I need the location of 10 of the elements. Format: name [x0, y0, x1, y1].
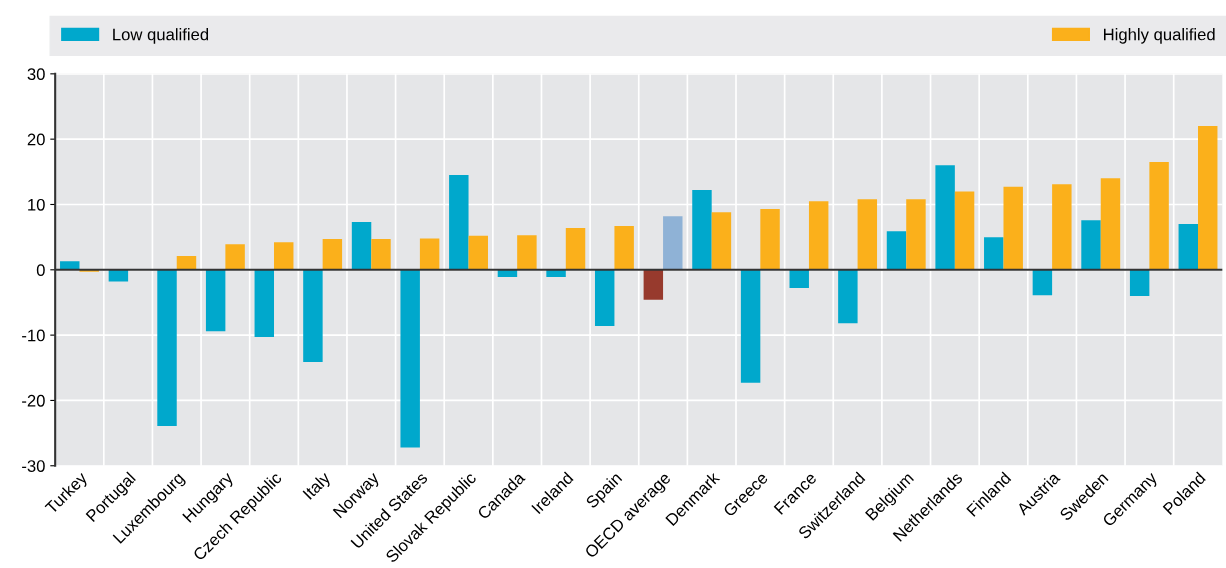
y-tick-label: -10: [22, 329, 45, 342]
y-tick-label: -20: [22, 394, 45, 407]
x-tick-label: Italy: [302, 470, 334, 503]
y-tick-label: -30: [22, 460, 45, 472]
y-tick-label: 10: [28, 198, 45, 211]
y-tick-label: 0: [36, 264, 45, 276]
legend-label: Low qualified: [113, 28, 209, 44]
y-tick-label: 30: [27, 68, 45, 81]
legend-label: Highly qualified: [1104, 28, 1215, 44]
y-tick-label: 20: [27, 133, 45, 146]
